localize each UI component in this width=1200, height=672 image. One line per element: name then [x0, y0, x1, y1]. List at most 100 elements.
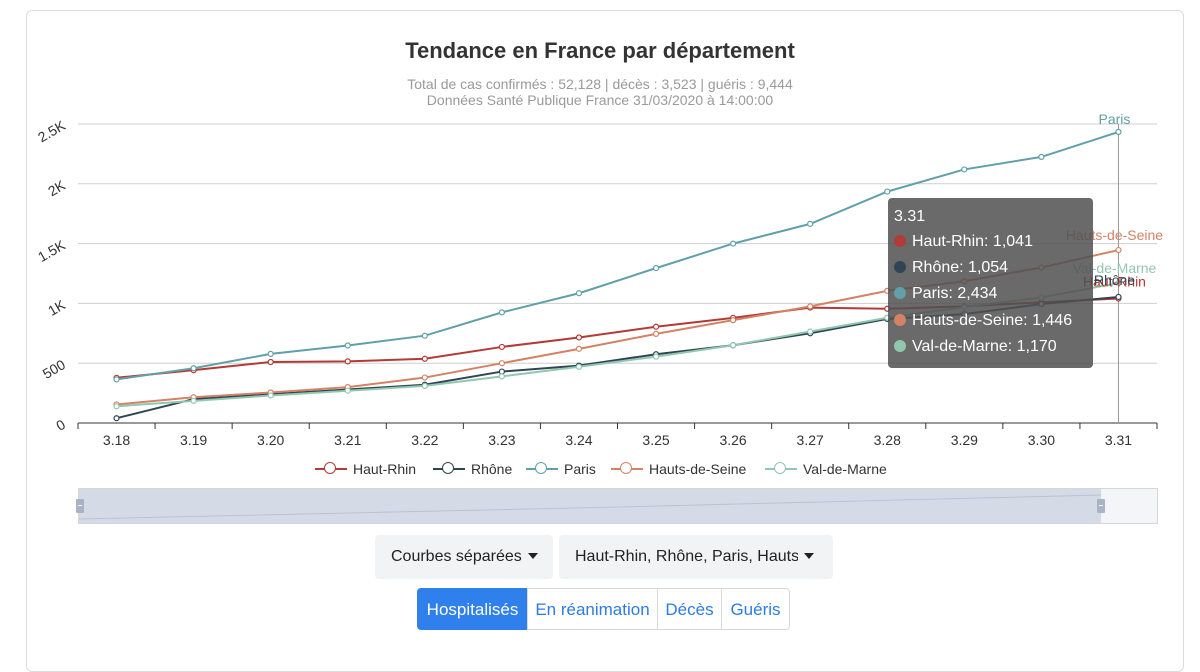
data-point: [575, 290, 583, 297]
series-color-dot: [894, 261, 906, 273]
tooltip-row-label: Paris: 2,434: [912, 285, 998, 302]
y-tick-label: 0: [53, 416, 68, 434]
x-tick-label: 3.30: [1028, 432, 1055, 448]
data-point: [807, 303, 814, 310]
chart-subtitle-totals: Total de cas confirmés : 52,128 | décès …: [407, 76, 793, 92]
data-point: [498, 360, 505, 367]
data-point: [190, 397, 197, 404]
data-point: [267, 350, 274, 357]
data-point: [884, 188, 891, 195]
caret-down-icon: [804, 553, 814, 559]
data-point: [344, 358, 351, 365]
x-tick-label: 3.20: [257, 432, 284, 448]
data-zoom-selection[interactable]: [79, 489, 1101, 523]
data-point: [1115, 293, 1122, 301]
tab-hospitalises[interactable]: Hospitalisés: [417, 588, 528, 630]
caret-down-icon: [527, 553, 538, 559]
tooltip-row-label: Val-de-Marne: 1,170: [912, 338, 1057, 355]
data-point: [961, 166, 968, 173]
data-point: [344, 342, 351, 349]
legend-marker-icon: [442, 462, 454, 474]
series-color-dot: [894, 287, 906, 299]
data-zoom-slider[interactable]: [76, 488, 1158, 524]
data-point: [267, 358, 274, 366]
x-tick-label: 3.24: [565, 432, 592, 448]
y-tick-label: 500: [40, 356, 68, 382]
data-point: [807, 328, 814, 335]
series-line: [116, 130, 1119, 381]
series-end-label: Paris: [1099, 111, 1131, 127]
series-color-dot: [894, 235, 906, 247]
series-color-dot: [894, 314, 906, 326]
data-point: [267, 392, 274, 399]
tab-en-reanimation[interactable]: En réanimation: [527, 588, 658, 630]
y-tick-label: 1K: [45, 296, 68, 319]
data-point: [190, 365, 197, 372]
data-point: [113, 376, 120, 383]
data-point: [1115, 279, 1122, 287]
tooltip-row-label: Rhône: 1,054: [912, 259, 1009, 276]
data-point: [730, 317, 737, 324]
data-zoom-left-handle[interactable]: [76, 499, 84, 513]
tab-gueris[interactable]: Guéris: [721, 588, 790, 630]
x-tick-label: 3.28: [874, 432, 901, 448]
x-tick-label: 3.26: [719, 432, 746, 448]
data-zoom-preview-line: [79, 494, 1101, 520]
tab-deces[interactable]: Décès: [657, 588, 722, 630]
x-tick-label: 3.29: [951, 432, 978, 448]
x-tick-label: 3.25: [642, 432, 669, 448]
legend-marker-icon: [535, 462, 547, 474]
data-point: [421, 355, 428, 362]
data-point: [652, 323, 660, 330]
view-mode-select[interactable]: Courbes séparées: [375, 535, 553, 579]
data-point: [344, 387, 351, 394]
y-tick-label: 2K: [45, 177, 68, 200]
data-zoom-right-handle[interactable]: [1097, 499, 1105, 513]
tooltip-row: Hauts-de-Seine: 1,446: [894, 310, 1072, 332]
chart-tooltip: 3.31 Haut-Rhin: 1,041 Rhône: 1,054 Paris…: [888, 198, 1093, 368]
tooltip-row: Val-de-Marne: 1,170: [894, 336, 1057, 358]
series-end-label: Val-de-Marne: [1073, 260, 1157, 276]
departments-select-value: Haut-Rhin, Rhône, Paris, Hauts-de-Seine,…: [575, 548, 798, 565]
series-color-dot: [894, 340, 906, 352]
x-tick-label: 3.23: [488, 432, 515, 448]
legend-label: Rhône: [471, 461, 513, 477]
data-point: [498, 343, 505, 351]
legend-label: Haut-Rhin: [353, 461, 417, 477]
data-point: [498, 373, 505, 380]
data-point: [575, 345, 583, 352]
data-point: [1115, 128, 1122, 135]
x-tick-label: 3.22: [411, 432, 438, 448]
data-point: [730, 240, 737, 247]
y-tick-label: 2.5K: [35, 117, 69, 146]
tooltip-date: 3.31: [894, 208, 926, 225]
chart-title: Tendance en France par département: [405, 38, 795, 63]
data-point: [498, 309, 505, 316]
tooltip-row: Rhône: 1,054: [894, 257, 1008, 279]
legend-label: Hauts-de-Seine: [649, 461, 747, 477]
legend-marker-icon: [774, 462, 786, 474]
y-tick-label: 1.5K: [35, 236, 69, 265]
data-point: [113, 415, 120, 422]
tooltip-row-label: Hauts-de-Seine: 1,446: [912, 312, 1073, 329]
legend-marker-icon: [324, 462, 336, 474]
data-point: [652, 353, 660, 360]
series-end-label: Rhône: [1094, 272, 1135, 288]
x-tick-label: 3.19: [180, 432, 207, 448]
x-tick-label: 3.27: [797, 432, 824, 448]
data-point: [652, 265, 660, 272]
data-point: [730, 342, 737, 349]
data-point: [1038, 153, 1045, 160]
data-point: [575, 334, 583, 341]
chart-subtitle-source: Données Santé Publique France 31/03/2020…: [426, 92, 774, 108]
legend-label: Paris: [564, 461, 596, 477]
data-point: [421, 374, 428, 381]
x-tick-label: 3.31: [1105, 432, 1132, 448]
data-point: [421, 332, 428, 339]
view-mode-select-value: Courbes séparées: [391, 548, 522, 565]
data-point: [807, 220, 814, 227]
data-point: [113, 403, 120, 410]
data-point: [421, 382, 428, 390]
tooltip-row: Haut-Rhin: 1,041: [894, 231, 1033, 253]
departments-select[interactable]: Haut-Rhin, Rhône, Paris, Hauts-de-Seine,…: [559, 535, 833, 579]
